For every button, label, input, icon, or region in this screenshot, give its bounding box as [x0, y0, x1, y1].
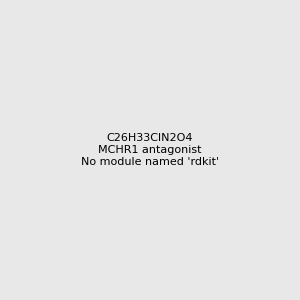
Text: C26H33ClN2O4
MCHR1 antagonist
No module named 'rdkit': C26H33ClN2O4 MCHR1 antagonist No module … — [81, 134, 219, 166]
